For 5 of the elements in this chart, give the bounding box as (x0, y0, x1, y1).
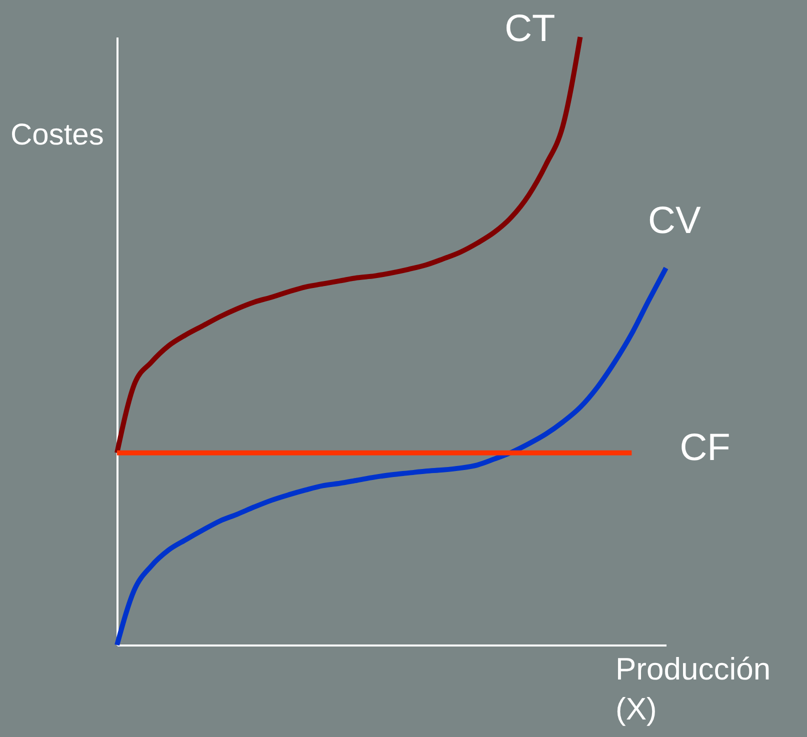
x-axis-title: Producción (X) (616, 652, 771, 726)
series-label: CV (648, 200, 702, 242)
series-label: CT (504, 8, 556, 50)
y-axis-title: Costes (10, 118, 104, 152)
series-label: CF (680, 426, 730, 469)
